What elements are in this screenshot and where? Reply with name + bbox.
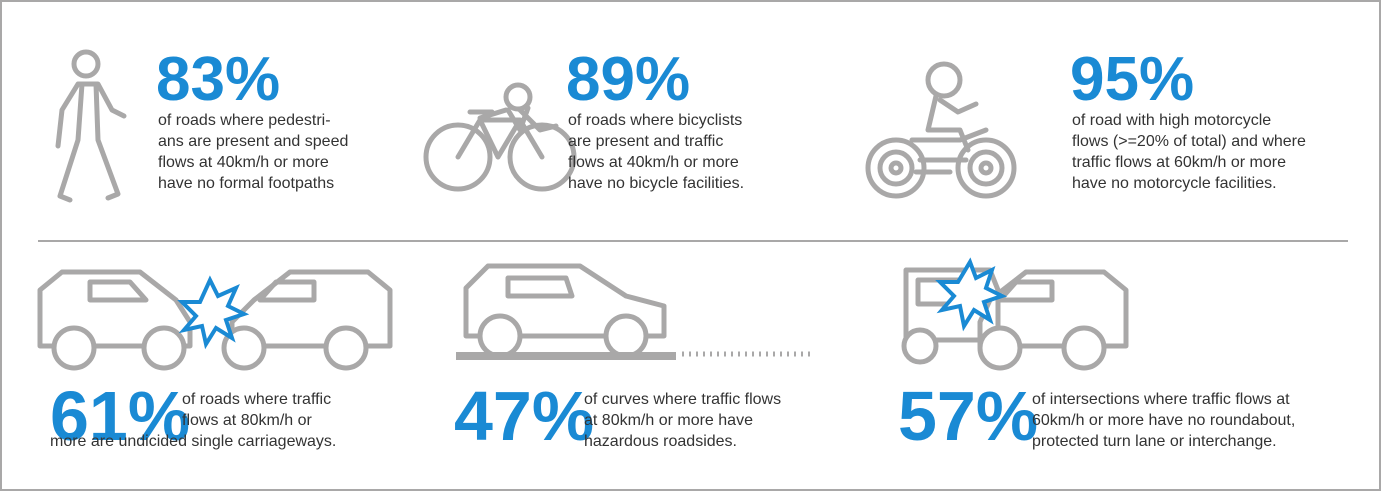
stat-description: have no bicycle facilities. bbox=[568, 175, 744, 192]
stat-description: of roads where traffic bbox=[182, 391, 331, 408]
stat-description: ans are present and speed bbox=[158, 133, 348, 150]
crash-star bbox=[935, 257, 1008, 332]
stat-description: of curves where traffic flows bbox=[584, 391, 781, 408]
stat-description: of roads where bicyclists bbox=[568, 112, 742, 129]
stat-description: traffic flows at 60km/h or more bbox=[1072, 154, 1286, 171]
stat-description: flows at 40km/h or more bbox=[158, 154, 329, 171]
stat-description: of road with high motorcycle bbox=[1072, 112, 1271, 129]
pedestrian-icon bbox=[55, 49, 127, 203]
stat-description: at 80km/h or more have bbox=[584, 412, 753, 429]
stat-description: flows at 80km/h or bbox=[182, 412, 313, 429]
bicycle-icon bbox=[423, 82, 577, 192]
stat-description: are present and traffic bbox=[568, 133, 723, 150]
motorcycle-icon bbox=[865, 61, 1017, 199]
stat-value: 95% bbox=[1070, 45, 1194, 114]
stat-value: 61% bbox=[50, 377, 190, 455]
stat-description: more are undicided single carriageways. bbox=[50, 433, 336, 450]
stat-value: 47% bbox=[454, 377, 594, 455]
stat-description: 60km/h or more have no roundabout, bbox=[1032, 412, 1295, 429]
stat-description: of intersections where traffic flows at bbox=[1032, 391, 1290, 408]
head-on-icon bbox=[37, 269, 393, 371]
stat-description: protected turn lane or interchange. bbox=[1032, 433, 1277, 450]
stat-value: 83% bbox=[156, 45, 280, 114]
stat-description: flows at 40km/h or more bbox=[568, 154, 739, 171]
stat-description: have no motorcycle facilities. bbox=[1072, 175, 1277, 192]
stat-description: have no formal footpaths bbox=[158, 175, 334, 192]
crash-star bbox=[177, 275, 250, 350]
stat-description: flows (>=20% of total) and where bbox=[1072, 133, 1306, 150]
intersection-icon bbox=[901, 267, 1129, 371]
stat-description: hazardous roadsides. bbox=[584, 433, 737, 450]
roadside-icon bbox=[463, 263, 667, 359]
road bbox=[456, 352, 676, 360]
stat-value: 89% bbox=[566, 45, 690, 114]
stat-value: 57% bbox=[898, 377, 1038, 455]
stat-description: of roads where pedestri- bbox=[158, 112, 331, 129]
